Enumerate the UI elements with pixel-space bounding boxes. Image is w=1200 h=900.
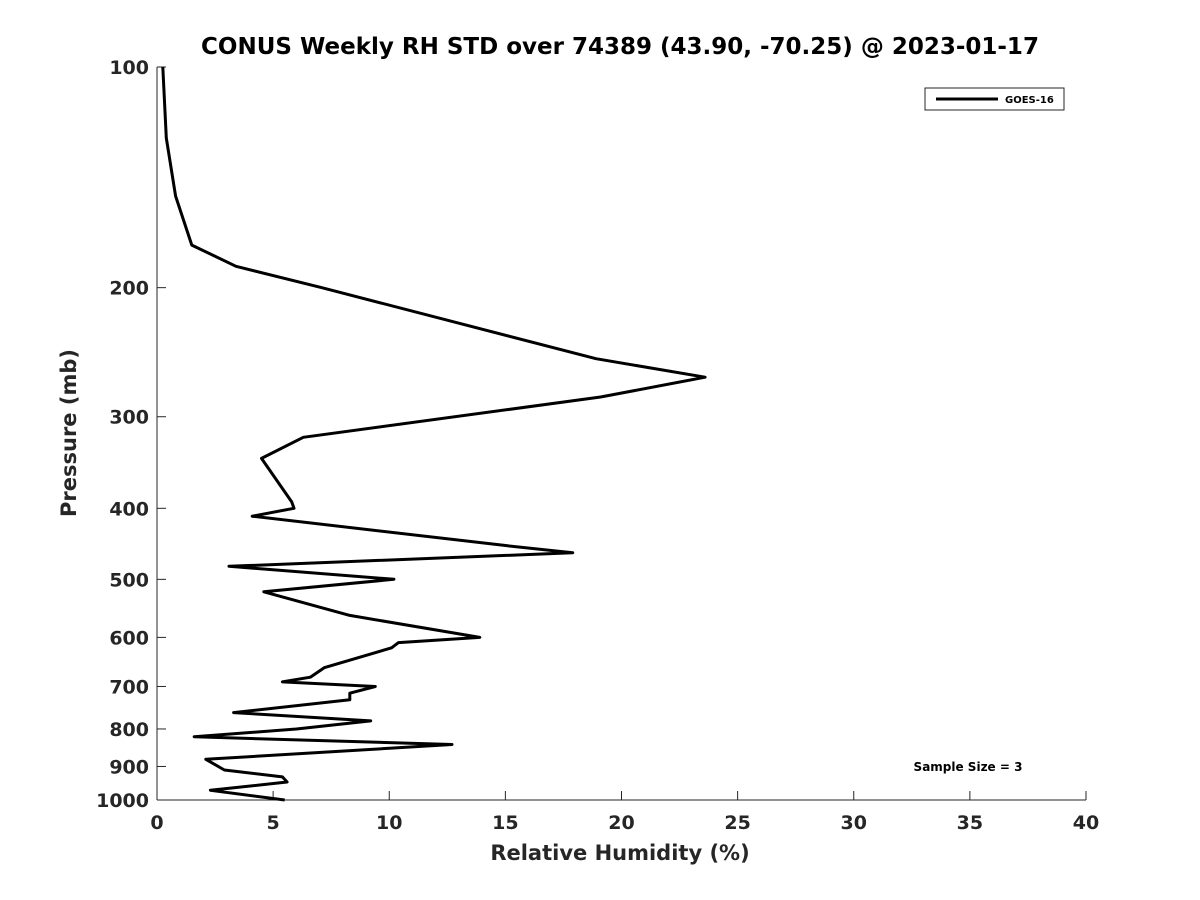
series-group [161, 66, 707, 802]
legend: GOES-16 [924, 87, 1065, 111]
x-tick-label: 15 [492, 812, 518, 834]
x-axis-ticks: 0 5 10 15 20 25 30 35 40 [150, 791, 1099, 834]
y-tick-label: 300 [109, 407, 149, 429]
y-tick-label: 600 [109, 627, 149, 649]
y-tick-label: 1000 [96, 790, 149, 812]
y-axis-label: Pressure (mb) [57, 349, 81, 517]
sample-size-annotation: Sample Size = 3 [914, 760, 1023, 774]
x-tick-label: 30 [841, 812, 867, 834]
y-tick-label: 200 [109, 278, 149, 300]
series-line-goes16 [161, 66, 707, 802]
y-tick-label: 500 [109, 569, 149, 591]
y-tick-label: 100 [109, 57, 149, 79]
x-tick-label: 10 [376, 812, 402, 834]
y-tick-label: 400 [109, 498, 149, 520]
plot-area: 0 5 10 15 20 25 30 35 40 100 200 300 400 500 600 700 80… [96, 57, 1099, 834]
x-tick-label: 0 [150, 812, 163, 834]
x-tick-label: 40 [1073, 812, 1099, 834]
x-tick-label: 5 [267, 812, 280, 834]
x-tick-label: 35 [957, 812, 983, 834]
x-tick-label: 20 [608, 812, 634, 834]
x-axis-label: Relative Humidity (%) [490, 841, 749, 865]
y-tick-label: 900 [109, 756, 149, 778]
y-axis-ticks: 100 200 300 400 500 600 700 800 900 1000 [96, 57, 166, 812]
y-tick-label: 800 [109, 719, 149, 741]
x-tick-label: 25 [724, 812, 750, 834]
chart-title: CONUS Weekly RH STD over 74389 (43.90, -… [201, 34, 1039, 60]
y-tick-label: 700 [109, 676, 149, 698]
legend-label: GOES-16 [1005, 95, 1054, 106]
